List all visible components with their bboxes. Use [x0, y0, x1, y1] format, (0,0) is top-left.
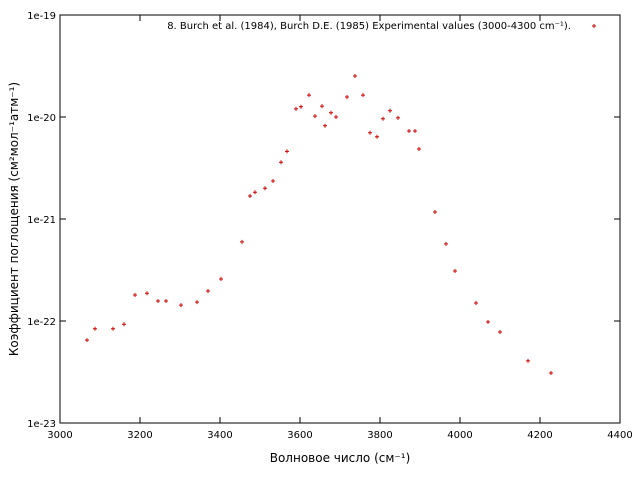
- y-axis-label: Коэффициент поглощения (см²мол⁻¹атм⁻¹): [7, 82, 21, 356]
- x-tick-label: 3800: [367, 430, 392, 441]
- x-tick-label: 3000: [47, 430, 72, 441]
- data-point: [206, 288, 210, 293]
- legend-label: 8. Burch et al. (1984), Burch D.E. (1985…: [167, 21, 571, 32]
- data-point: [93, 326, 97, 331]
- x-tick-label: 3400: [207, 430, 232, 441]
- data-point: [413, 128, 417, 133]
- data-point: [498, 330, 502, 335]
- data-point: [388, 108, 392, 113]
- data-point: [219, 277, 223, 282]
- data-point: [271, 178, 275, 183]
- data-point: [263, 186, 267, 191]
- data-point: [133, 292, 137, 297]
- x-axis-label: Волновое число (см⁻¹): [270, 451, 411, 465]
- data-point: [323, 123, 327, 128]
- data-point: [253, 190, 257, 195]
- data-point: [164, 299, 168, 304]
- data-point: [368, 130, 372, 135]
- y-tick-label: 1e-21: [27, 215, 56, 226]
- data-point: [433, 210, 437, 215]
- y-tick-label: 1e-23: [27, 419, 56, 430]
- data-point: [299, 104, 303, 109]
- data-point: [294, 106, 298, 111]
- x-tick-label: 3200: [127, 430, 152, 441]
- data-point: [320, 104, 324, 109]
- data-point: [453, 269, 457, 274]
- x-tick-label: 3600: [287, 430, 312, 441]
- y-tick-label: 1e-19: [27, 11, 56, 22]
- data-point: [313, 114, 317, 119]
- data-point: [486, 319, 490, 324]
- data-point: [407, 128, 411, 133]
- data-point: [361, 93, 365, 98]
- data-point: [345, 95, 349, 100]
- data-point: [85, 338, 89, 343]
- data-point: [396, 115, 400, 120]
- data-point: [156, 299, 160, 304]
- data-point: [334, 115, 338, 119]
- x-tick-label: 4000: [447, 430, 472, 441]
- data-point: [285, 149, 289, 154]
- data-point: [195, 300, 199, 305]
- x-tick-label: 4200: [527, 430, 552, 441]
- data-point: [111, 326, 115, 331]
- data-point: [179, 303, 183, 308]
- data-point: [444, 241, 448, 246]
- data-point: [526, 358, 530, 363]
- data-point: [417, 147, 421, 152]
- y-tick-label: 1e-20: [27, 113, 56, 124]
- plot-frame: [59, 14, 621, 424]
- legend-marker: [592, 24, 596, 28]
- data-point: [279, 160, 283, 165]
- data-point: [248, 194, 252, 199]
- data-point: [122, 322, 126, 327]
- data-point: [353, 74, 357, 79]
- x-tick-label: 4400: [607, 430, 632, 441]
- data-point: [549, 371, 553, 376]
- data-point: [375, 134, 379, 139]
- data-point: [381, 116, 385, 121]
- data-point: [329, 110, 333, 115]
- data-point: [145, 291, 149, 296]
- data-point: [474, 301, 478, 306]
- data-point: [307, 93, 311, 98]
- data-point: [240, 239, 244, 244]
- y-tick-label: 1e-22: [27, 317, 56, 328]
